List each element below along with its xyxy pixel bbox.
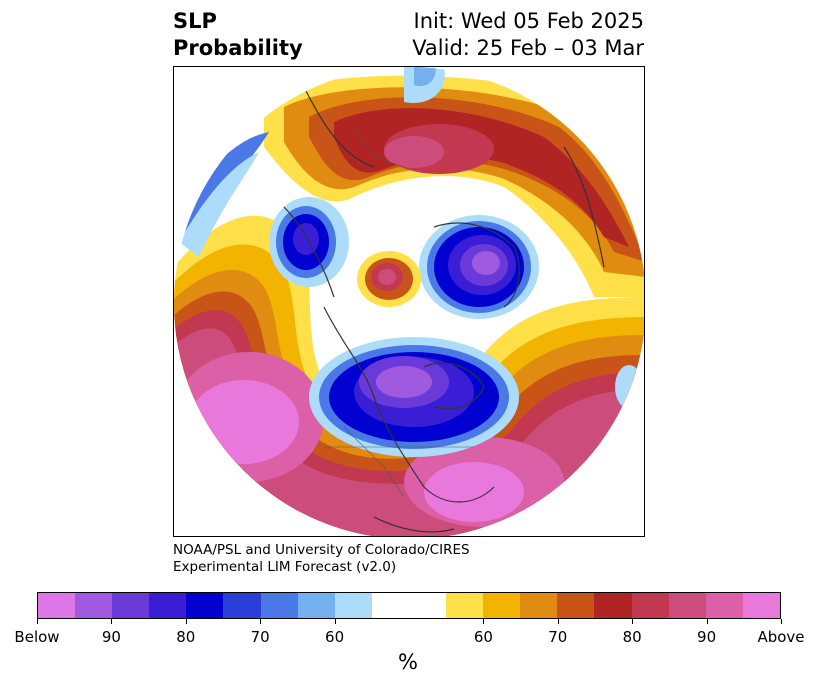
- colorbar-tick: [632, 619, 634, 624]
- colorbar-tick: [706, 619, 708, 624]
- colorbar-tick-label: 80: [622, 628, 642, 646]
- eurasia-above-field: [264, 67, 644, 297]
- coastlines: [283, 86, 605, 533]
- colorbar-tick: [37, 619, 38, 624]
- title-line-2: Probability: [173, 36, 303, 60]
- colorbar-segment: [520, 593, 558, 618]
- colorbar-tick: [111, 619, 113, 624]
- colorbar-unit: %: [398, 650, 418, 674]
- colorbar-segment: [112, 593, 150, 618]
- colorbar-segment: [631, 593, 669, 618]
- colorbar-tick-label: 60: [325, 628, 345, 646]
- credit-text: NOAA/PSL and University of Colorado/CIRE…: [173, 542, 470, 576]
- colorbar-tick: [185, 619, 187, 624]
- map-canvas: [174, 67, 644, 536]
- forecast-dates: Init: Wed 05 Feb 2025 Valid: 25 Feb – 03…: [412, 8, 644, 62]
- colorbar-tick-label: Above: [757, 628, 805, 646]
- colorbar-tick: [260, 619, 262, 624]
- colorbar-tick-label: 70: [250, 628, 270, 646]
- colorbar-tick-label: 60: [473, 628, 493, 646]
- colorbar-segment: [75, 593, 113, 618]
- colorbar-tick: [781, 619, 782, 624]
- colorbar-segment: [38, 593, 76, 618]
- colorbar-segment: [483, 593, 521, 618]
- above-normal-field: [174, 215, 644, 536]
- colorbar-tick: [334, 619, 336, 624]
- credit-line-2: Experimental LIM Forecast (v2.0): [173, 559, 397, 575]
- colorbar-segment: [223, 593, 261, 618]
- init-date: Init: Wed 05 Feb 2025: [413, 9, 644, 33]
- colorbar-tick-label: 80: [176, 628, 196, 646]
- atlantic-below-spot: [615, 365, 643, 409]
- colorbar-segment: [371, 593, 447, 618]
- colorbar: [37, 592, 781, 619]
- colorbar-segment: [186, 593, 224, 618]
- colorbar-tick-label: 70: [548, 628, 568, 646]
- colorbar-segment: [297, 593, 335, 618]
- colorbar-segment: [668, 593, 706, 618]
- colorbar-segment: [557, 593, 595, 618]
- valid-range: Valid: 25 Feb – 03 Mar: [412, 36, 644, 60]
- pole-above-field: [357, 251, 421, 307]
- credit-line-1: NOAA/PSL and University of Colorado/CIRE…: [173, 542, 470, 558]
- colorbar-tick-label: 90: [101, 628, 121, 646]
- probability-map: [173, 66, 645, 537]
- map-title: SLP Probability: [173, 8, 303, 62]
- colorbar-segment: [260, 593, 298, 618]
- colorbar-segment: [149, 593, 187, 618]
- colorbar-segment: [446, 593, 484, 618]
- colorbar-segment: [594, 593, 632, 618]
- canada-below-field: [309, 337, 519, 457]
- colorbar-segment: [742, 593, 780, 618]
- title-line-1: SLP: [173, 9, 217, 33]
- colorbar-segment: [334, 593, 372, 618]
- colorbar-tick: [557, 619, 559, 624]
- colorbar-tick-label: Below: [14, 628, 60, 646]
- colorbar-segment: [705, 593, 743, 618]
- colorbar-tick-label: 90: [697, 628, 717, 646]
- siberia-below-field: [419, 215, 539, 319]
- colorbar-tick: [483, 619, 485, 624]
